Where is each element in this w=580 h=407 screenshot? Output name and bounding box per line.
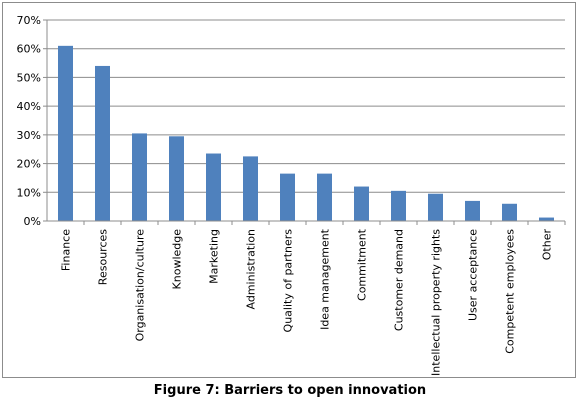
bar-7 [317,173,332,221]
bar-5 [243,156,258,221]
x-tick-label: Competent employees [504,229,517,354]
bars [58,45,554,221]
x-tick-label: Resources [97,229,110,285]
y-tick-labels: 0% 10% 20% 30% 40% 50% 60% 70% [17,14,41,228]
x-tick-label: Intellectual property rights [430,229,443,376]
bar-1 [95,65,110,221]
gridlines [47,19,565,193]
x-tick-label: Marketing [208,229,221,284]
bar-6 [280,173,295,221]
bar-2 [132,133,147,221]
y-tick-label: 10% [17,186,41,199]
y-tick-label: 0% [24,215,41,228]
x-tick-label: Other [541,229,554,261]
x-tick-label: Commitment [356,228,369,301]
y-tick-label: 60% [17,43,41,56]
bar-chart: 0% 10% 20% 30% 40% 50% 60% 70% Finance Resources… [17,14,566,376]
bar-10 [428,193,443,221]
x-tick-label: Idea management [319,228,332,330]
x-tick-label: Customer demand [393,229,406,331]
bar-4 [206,153,221,221]
bar-0 [58,45,73,221]
y-tick-label: 20% [17,158,41,171]
bar-3 [169,136,184,221]
x-tick-label: User acceptance [467,229,480,321]
bar-11 [465,200,480,221]
bar-13 [539,217,554,221]
x-tick-label: Knowledge [171,229,184,290]
bar-9 [391,190,406,221]
figure-caption: Figure 7: Barriers to open innovation [153,383,427,398]
y-tick-label: 40% [17,100,41,113]
x-tick-label: Quality of partners [282,229,295,333]
x-tick-label: Finance [60,229,73,271]
x-tick-labels: Finance Resources Organisation/culture Know… [60,228,554,376]
axes [43,19,566,225]
x-tick-label: Organisation/culture [134,229,147,342]
bar-8 [354,186,369,221]
y-tick-label: 50% [17,71,41,84]
bar-12 [502,203,517,221]
x-tick-label: Administration [245,229,258,310]
y-tick-label: 30% [17,129,41,142]
chart-frame: 0% 10% 20% 30% 40% 50% 60% 70% Finance Resources… [2,2,576,378]
y-tick-label: 70% [17,14,41,27]
